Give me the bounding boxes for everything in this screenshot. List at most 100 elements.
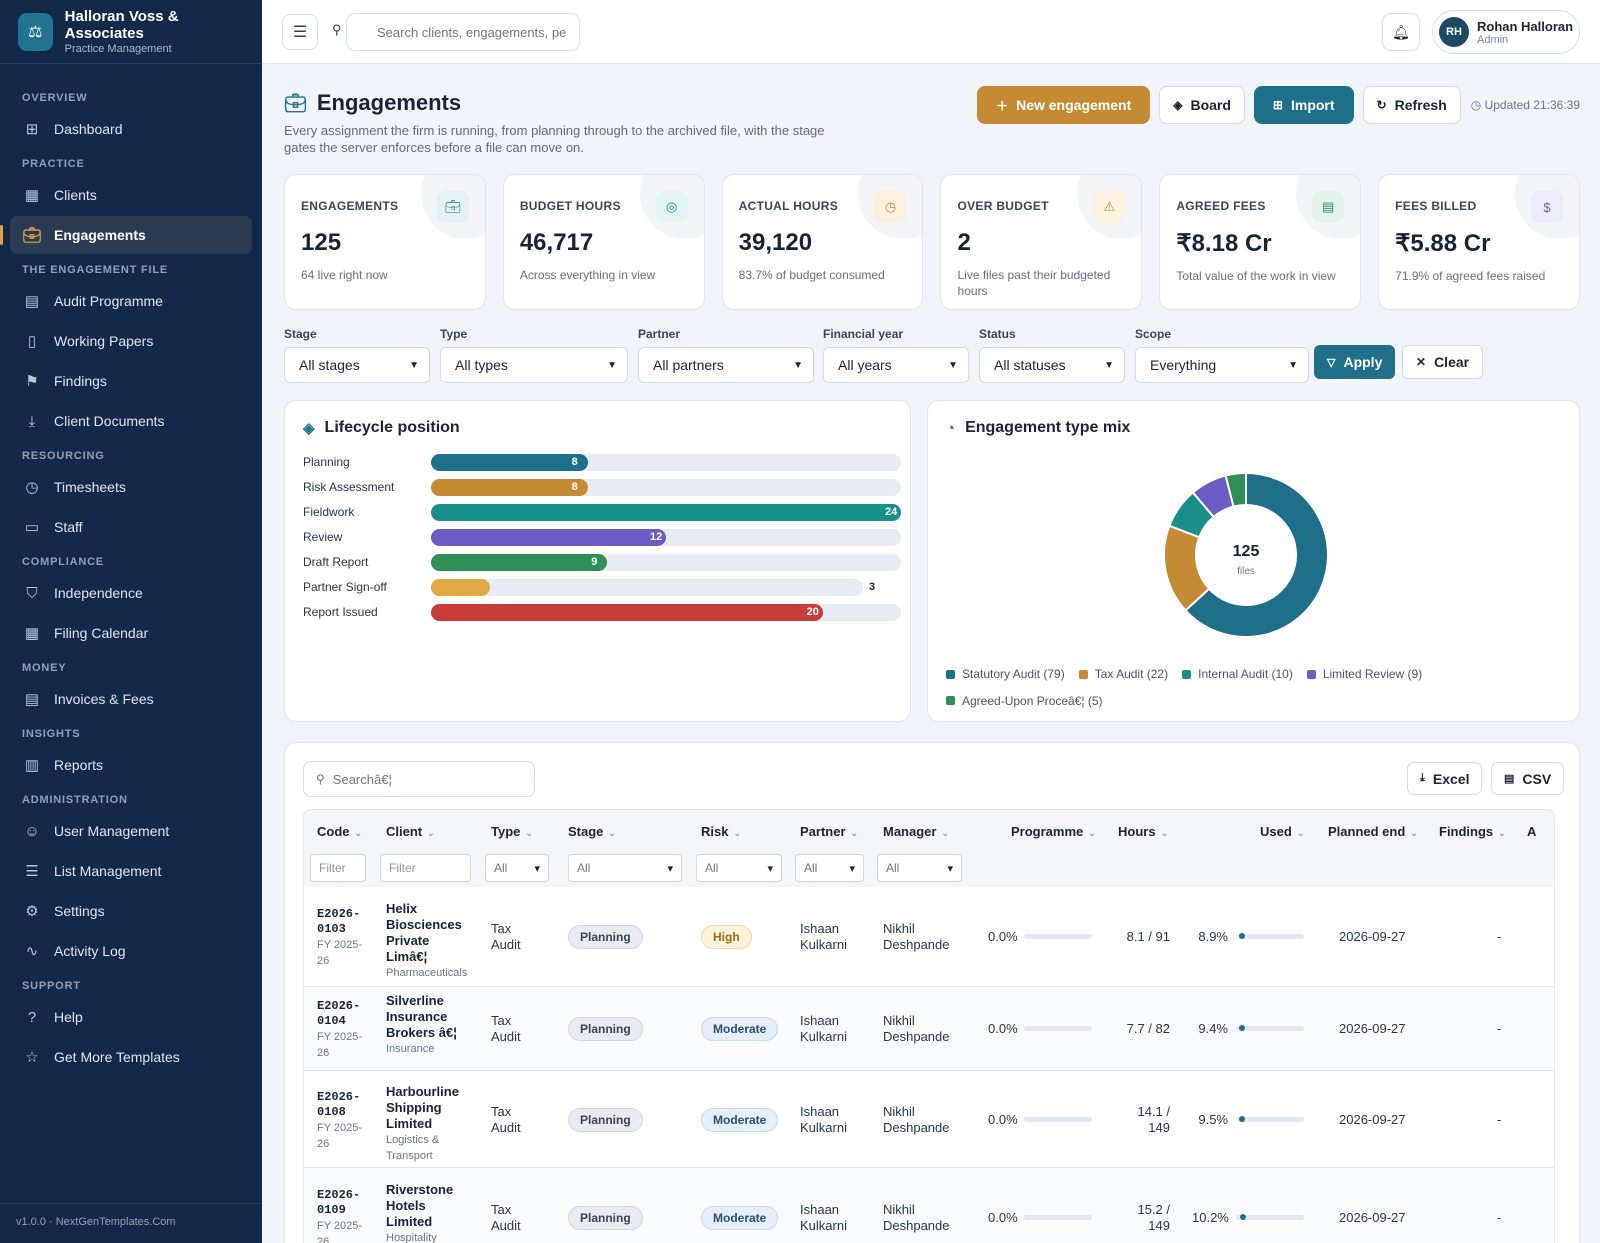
sidebar-item-help[interactable]: ? Help (10, 998, 252, 1036)
client-name[interactable]: Silverline Insurance Brokers â€¦ (386, 993, 457, 1040)
board-button[interactable]: ◈ Board (1159, 86, 1245, 124)
scope-select[interactable]: Everything ▼ (1135, 347, 1309, 383)
sidebar-item-engagements[interactable]: 💼︎ Engagements (0, 216, 252, 254)
page-header: 💼︎ Engagements Every assignment the firm … (284, 64, 1580, 174)
column-filter-select[interactable]: All ▾ (877, 854, 962, 882)
column-header-hours[interactable]: Hours ⌄ (1118, 824, 1168, 839)
table-search[interactable]: ⚲ Searchâ€¦ (303, 761, 535, 797)
column-header-used[interactable]: Used ⌄ (1260, 824, 1304, 839)
column-header-programme[interactable]: Programme ⌄ (1011, 824, 1096, 839)
engagement-code[interactable]: E2026-0108 (317, 1089, 361, 1119)
legend-item[interactable]: Statutory Audit (79) (946, 661, 1065, 687)
stage-select[interactable]: All stages ▼ (284, 347, 430, 383)
sidebar-item-reports[interactable]: ▥ Reports (10, 746, 252, 784)
import-button[interactable]: ⊞ Import (1253, 86, 1354, 124)
sidebar-item-activity-log[interactable]: ∿ Activity Log (10, 932, 252, 970)
type-select[interactable]: All types ▼ (440, 347, 628, 383)
sidebar-item-timesheets[interactable]: ◷ Timesheets (10, 468, 252, 506)
global-search-input[interactable] (346, 13, 580, 51)
export-csv-button[interactable]: ▤ CSV (1491, 762, 1565, 795)
column-header-label: Code (317, 824, 350, 839)
engagement-code[interactable]: E2026-0104 (317, 999, 361, 1028)
donut-slice-agreed-upon-procedures[interactable] (1224, 471, 1247, 508)
donut-slice-statutory-audit[interactable] (1184, 471, 1329, 638)
clear-label: Clear (1434, 354, 1470, 370)
brand[interactable]: ⚖ Halloran Voss & Associates Practice Ma… (0, 0, 262, 64)
apply-filters-button[interactable]: ▽ Apply (1314, 345, 1396, 379)
user-menu[interactable]: RH Rohan Halloran Admin (1432, 10, 1580, 54)
risk-badge: High (701, 925, 752, 949)
table-row[interactable]: E2026-0104 FY 2025-26 Silverline Insurance… (303, 987, 1555, 1071)
column-filter-select[interactable]: All ▾ (696, 854, 782, 882)
lifecycle-bar-fill (431, 528, 666, 546)
column-header-client[interactable]: Client ⌄ (386, 824, 435, 839)
partner-name: Ishaan Kulkarni (800, 1103, 847, 1135)
column-filter-select[interactable]: All ▾ (568, 854, 682, 882)
table-row[interactable]: E2026-0103 FY 2025-26 Helix Biosciences Pr… (303, 887, 1555, 987)
csv-label: CSV (1522, 770, 1552, 787)
column-header-planned-end[interactable]: Planned end ⌄ (1328, 824, 1418, 839)
menu-toggle-button[interactable]: ☰ (282, 14, 318, 50)
column-header-code[interactable]: Code ⌄ (317, 824, 362, 839)
table-row[interactable]: E2026-0109 FY 2025-26 Riverstone Hotels Li… (303, 1168, 1555, 1243)
sidebar-item-client-documents[interactable]: ⤓ Client Documents (10, 402, 252, 440)
used-progress-fill (1239, 1025, 1246, 1031)
column-header-findings[interactable]: Findings ⌄ (1439, 824, 1506, 839)
sort-icon: ⌄ (427, 828, 435, 838)
sidebar-item-invoices-fees[interactable]: ▤ Invoices & Fees (10, 680, 252, 718)
sidebar-item-working-papers[interactable]: ▯ Working Papers (10, 322, 252, 360)
financial-year-select[interactable]: All years ▼ (823, 347, 969, 383)
sidebar-item-get-more-templates[interactable]: ☆ Get More Templates (10, 1038, 252, 1076)
column-header-stage[interactable]: Stage ⌄ (568, 824, 616, 839)
sidebar-item-clients[interactable]: ▦ Clients (10, 176, 252, 214)
sidebar-item-findings[interactable]: ⚑ Findings (10, 362, 252, 400)
column-header-type[interactable]: Type ⌄ (491, 824, 533, 839)
column-header-a[interactable]: A (1527, 824, 1536, 839)
sidebar-item-audit-programme[interactable]: ▤ Audit Programme (10, 282, 252, 320)
layers-icon: ◈ (303, 420, 315, 437)
legend-item[interactable]: Internal Audit (10) (1182, 661, 1293, 687)
table-row[interactable]: E2026-0108 FY 2025-26 Harbourline Shipping… (303, 1071, 1555, 1168)
type-mix-title-text: Engagement type mix (965, 419, 1131, 436)
sidebar-item-list-management[interactable]: ☰ List Management (10, 852, 252, 890)
sidebar-item-dashboard[interactable]: ⊞ Dashboard (10, 110, 252, 148)
client-name[interactable]: Helix Biosciences Private Limâ€¦ (386, 901, 462, 964)
column-filter-select[interactable]: All ▾ (485, 854, 549, 882)
legend-item[interactable]: Agreed-Upon Proceâ€¦ (5) (946, 688, 1103, 714)
lifecycle-stage-label: Risk Assessment (303, 480, 395, 494)
status-select[interactable]: All statuses ▼ (979, 347, 1125, 383)
avatar: RH (1439, 17, 1469, 47)
client-name[interactable]: Riverstone Hotels Limited (386, 1182, 454, 1229)
clear-filters-button[interactable]: ✕ Clear (1402, 345, 1484, 379)
column-header-partner[interactable]: Partner ⌄ (800, 824, 858, 839)
column-filter-select[interactable]: All ▾ (795, 854, 864, 882)
sidebar-item-independence[interactable]: ⛉ Independence (10, 574, 252, 612)
column-header-risk[interactable]: Risk ⌄ (701, 824, 741, 839)
lifecycle-bar-fill (431, 553, 608, 571)
legend-item[interactable]: Tax Audit (22) (1078, 661, 1168, 687)
page-actions: ＋ New engagement ◈ Board ⊞ Import ↻ Refresh … (968, 86, 1580, 124)
notifications-button[interactable]: 🔔︎ (1382, 13, 1420, 51)
chevron-down-icon: ▼ (409, 359, 419, 371)
export-excel-button[interactable]: ⤓ Excel (1407, 762, 1483, 795)
id-card-icon: ▭ (24, 519, 40, 536)
client-name[interactable]: Harbourline Shipping Limited (386, 1083, 459, 1131)
sidebar-item-staff[interactable]: ▭ Staff (10, 508, 252, 546)
sidebar-item-settings[interactable]: ⚙ Settings (10, 892, 252, 930)
sidebar-item-filing-calendar[interactable]: ▦ Filing Calendar (10, 614, 252, 652)
engagement-code[interactable]: E2026-0109 (317, 1188, 361, 1217)
partner-select[interactable]: All partners ▼ (638, 347, 814, 383)
table-cell: Moderate (701, 1107, 779, 1132)
sidebar-item-label: Independence (54, 585, 143, 601)
column-filter-input[interactable]: Filter (310, 854, 366, 882)
column-header-manager[interactable]: Manager ⌄ (883, 824, 949, 839)
new-engagement-button[interactable]: ＋ New engagement (977, 86, 1151, 124)
kpi-value: 2 (957, 229, 971, 256)
engagement-code[interactable]: E2026-0103 (317, 907, 361, 936)
sidebar-item-user-management[interactable]: ☺ User Management (10, 812, 252, 850)
table-cell: Ishaan Kulkarni (800, 1202, 860, 1234)
legend-item[interactable]: Limited Review (9) (1306, 661, 1422, 687)
pie-chart-icon: ◔ (946, 419, 956, 437)
refresh-button[interactable]: ↻ Refresh (1362, 86, 1461, 124)
column-filter-input[interactable]: Filter (380, 854, 471, 882)
